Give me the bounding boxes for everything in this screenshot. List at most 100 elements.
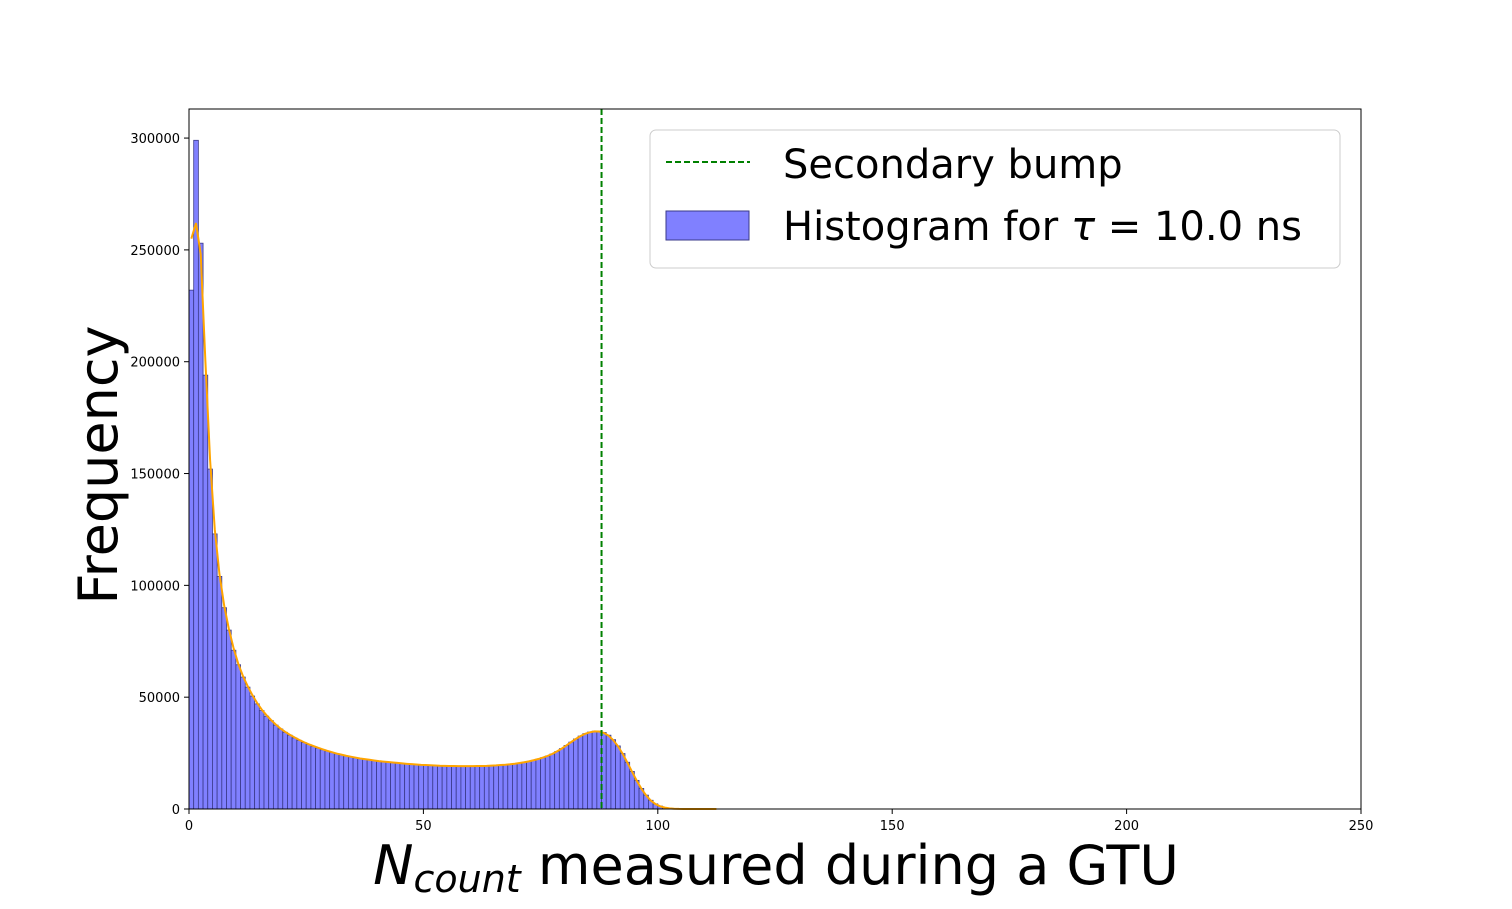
histogram-bar [540, 757, 546, 810]
legend-hist-suffix: = 10.0 ns [1095, 204, 1302, 250]
histogram-bar [310, 745, 316, 810]
histogram-bar [624, 761, 631, 810]
y-tick-label: 100000 [130, 579, 180, 594]
histogram-bar [535, 758, 541, 810]
histogram-bar [460, 765, 466, 810]
histogram-bar [244, 686, 251, 810]
histogram-bar [254, 703, 260, 810]
histogram-bar [544, 755, 551, 810]
histogram-bar [329, 752, 335, 810]
y-tick-label: 50000 [139, 691, 180, 706]
histogram-bar [427, 764, 434, 810]
histogram-bar [230, 649, 237, 810]
x-tick-label: 250 [1349, 819, 1374, 834]
histogram-bar [502, 764, 509, 810]
histogram-bar [521, 761, 527, 810]
y-tick-label: 250000 [130, 244, 180, 259]
histogram-bar [418, 764, 424, 810]
histogram-bar [291, 737, 298, 810]
histogram-bar [226, 629, 232, 810]
histogram-bar [212, 533, 218, 810]
histogram-bar [605, 734, 612, 810]
histogram-bar [343, 755, 349, 810]
histogram-bar [437, 765, 443, 810]
histogram-bar [530, 759, 537, 810]
histogram-bar [202, 374, 209, 810]
histogram-bar [451, 765, 457, 810]
histogram-bar [216, 576, 223, 810]
histogram-bar [554, 751, 560, 810]
histogram-bar [404, 763, 410, 810]
histogram-bar [408, 763, 415, 810]
histogram-bar [446, 765, 452, 810]
histogram-bar [357, 758, 363, 810]
histogram-bar [573, 738, 579, 810]
x-tick-label: 100 [645, 819, 670, 834]
histogram-bar [272, 724, 279, 810]
legend-vline-label: Secondary bump [783, 142, 1123, 188]
y-tick-label: 200000 [130, 356, 180, 371]
histogram-bar [352, 757, 359, 810]
x-axis-title-main: N [373, 834, 413, 897]
histogram-bar [516, 762, 523, 810]
x-axis-ticks: 0 50 100 150 200 250 [185, 809, 1374, 834]
histogram-bar [371, 760, 377, 810]
histogram-bar [469, 765, 476, 810]
legend-hist-symbol: τ [1071, 204, 1096, 250]
y-tick-label: 300000 [130, 132, 180, 147]
histogram-bar [465, 765, 471, 810]
histogram-bar [479, 765, 485, 810]
x-axis-title: Ncount measured during a GTU [373, 834, 1179, 901]
histogram-bar [507, 763, 513, 810]
histogram-bar [526, 761, 532, 810]
histogram-bar [376, 760, 382, 810]
histogram-bar [394, 762, 401, 810]
histogram-bar [188, 289, 195, 810]
x-axis-title-sub: count [414, 857, 523, 901]
x-tick-label: 0 [185, 819, 193, 834]
histogram-bar [563, 745, 570, 810]
histogram-bar [240, 676, 246, 810]
histogram-bar [493, 765, 499, 810]
histogram-bar [549, 753, 556, 810]
histogram-bar [441, 765, 448, 810]
histogram-bar [619, 753, 626, 810]
y-tick-label: 150000 [130, 468, 180, 483]
histogram-bar [287, 734, 293, 810]
histogram-bar [282, 731, 288, 810]
histogram-bar [315, 747, 321, 810]
histogram-bar [474, 765, 481, 810]
histogram-bar [498, 764, 504, 810]
histogram-bar [512, 763, 518, 810]
y-axis-title: Frequency [67, 326, 130, 605]
histogram-bar [258, 710, 265, 810]
histogram-bar [366, 759, 373, 810]
y-axis-ticks: 0 50000 100000 150000 200000 250000 300000 [130, 132, 189, 818]
histogram-bar [305, 744, 312, 810]
histogram-bar [568, 741, 574, 810]
legend: Secondary bump Histogram for τ = 10.0 ns [649, 129, 1341, 269]
histogram-bar [347, 756, 354, 810]
histogram-bar [338, 754, 345, 810]
x-tick-label: 150 [880, 819, 905, 834]
legend-hist-prefix: Histogram for [783, 204, 1071, 250]
histogram-bar [577, 735, 584, 810]
histogram-bar [591, 730, 598, 810]
histogram-bar [455, 765, 462, 810]
histogram-bar [221, 607, 227, 810]
histogram-bar [324, 750, 331, 810]
histogram-bar [558, 748, 565, 810]
legend-box [649, 129, 1341, 269]
histogram-bar [207, 468, 213, 810]
histogram-bar [235, 664, 241, 810]
histogram-bar [615, 745, 621, 810]
histogram-bar [399, 763, 406, 810]
histogram-bar [587, 731, 593, 810]
histogram-bar [483, 765, 490, 810]
histogram-bar [413, 764, 420, 810]
histogram-bar [488, 765, 495, 810]
histogram-bar [422, 764, 429, 810]
histogram-bar [301, 742, 307, 810]
histogram-bar [268, 720, 274, 810]
